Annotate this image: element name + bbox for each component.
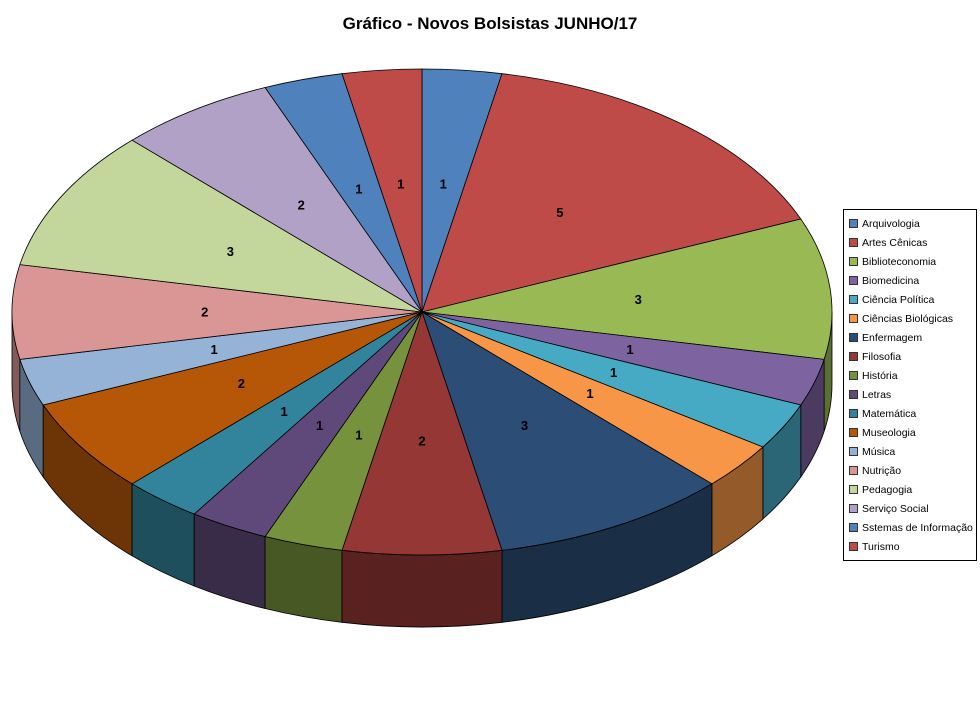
slice-label: 2 <box>238 376 245 391</box>
legend-swatch-icon <box>849 257 858 266</box>
slice-label: 1 <box>586 386 593 401</box>
legend-item: Enfermagem <box>849 328 974 347</box>
legend-label: História <box>862 369 898 382</box>
legend-swatch-icon <box>849 428 858 437</box>
slice-label: 5 <box>556 205 563 220</box>
legend-label: Biblioteconomia <box>862 255 937 268</box>
legend-swatch-icon <box>849 276 858 285</box>
legend-item: Letras <box>849 385 974 404</box>
slice-label: 1 <box>355 428 362 443</box>
legend-item: Biblioteconomia <box>849 252 974 271</box>
legend-label: Turismo <box>862 540 900 553</box>
legend-item: Sstemas de Informação <box>849 518 974 537</box>
legend-swatch-icon <box>849 447 858 456</box>
legend-swatch-icon <box>849 238 858 247</box>
legend-swatch-icon <box>849 409 858 418</box>
legend-item: Música <box>849 442 974 461</box>
legend-label: Pedagogia <box>862 483 913 496</box>
pie-slice-side <box>341 549 503 628</box>
legend-item: Nutrição <box>849 461 974 480</box>
slice-label: 1 <box>281 404 288 419</box>
legend-item: Pedagogia <box>849 480 974 499</box>
legend-item: Ciências Biológicas <box>849 309 974 328</box>
legend-item: Turismo <box>849 537 974 556</box>
legend-swatch-icon <box>849 314 858 323</box>
legend-label: Museologia <box>862 426 916 439</box>
legend-swatch-icon <box>849 295 858 304</box>
legend-label: Biomedicina <box>862 274 920 287</box>
pie-slice <box>131 87 423 313</box>
legend-item: Filosofia <box>849 347 974 366</box>
legend-item: Matemática <box>849 404 974 423</box>
slice-label: 2 <box>418 433 425 448</box>
slice-label: 1 <box>355 181 362 196</box>
legend-swatch-icon <box>849 371 858 380</box>
legend-label: Artes Cênicas <box>862 236 928 249</box>
slice-label: 1 <box>610 365 617 380</box>
legend-label: Ciências Biológicas <box>862 312 954 325</box>
slice-label: 1 <box>316 418 323 433</box>
legend-swatch-icon <box>849 542 858 551</box>
legend-label: Enfermagem <box>862 331 923 344</box>
legend-item: Museologia <box>849 423 974 442</box>
legend-label: Letras <box>862 388 892 401</box>
legend-swatch-icon <box>849 504 858 513</box>
pie-slice <box>341 310 503 556</box>
legend-swatch-icon <box>849 466 858 475</box>
legend-label: Arquivologia <box>862 217 920 230</box>
pie-slice <box>421 218 833 360</box>
legend-item: História <box>849 366 974 385</box>
slice-label: 1 <box>397 176 404 191</box>
slice-label: 1 <box>440 176 447 191</box>
legend-item: Artes Cênicas <box>849 233 974 252</box>
slice-label: 3 <box>521 418 528 433</box>
legend-item: Ciência Política <box>849 290 974 309</box>
pie-slice <box>42 311 423 485</box>
legend-swatch-icon <box>849 219 858 228</box>
legend-item: Serviço Social <box>849 499 974 518</box>
legend-swatch-icon <box>849 485 858 494</box>
legend-label: Música <box>862 445 896 458</box>
slice-label: 1 <box>210 342 217 357</box>
legend-swatch-icon <box>849 523 858 532</box>
pie-slice <box>341 68 423 313</box>
legend-label: Nutrição <box>862 464 902 477</box>
legend-label: Ciência Política <box>862 293 935 306</box>
slice-label: 3 <box>227 244 234 259</box>
legend-label: Matemática <box>862 407 917 420</box>
legend-label: Sstemas de Informação <box>862 521 973 534</box>
pie-slice-side <box>264 535 343 623</box>
slice-label: 1 <box>626 342 633 357</box>
legend-label: Filosofia <box>862 350 902 363</box>
pie-slice <box>421 73 802 313</box>
legend-swatch-icon <box>849 333 858 342</box>
legend-label: Serviço Social <box>862 502 929 515</box>
pie-slice <box>19 139 423 313</box>
legend-item: Arquivologia <box>849 214 974 233</box>
pie-slice <box>421 311 713 551</box>
legend-swatch-icon <box>849 390 858 399</box>
legend-item: Biomedicina <box>849 271 974 290</box>
slice-label: 2 <box>201 305 208 320</box>
legend-swatch-icon <box>849 352 858 361</box>
legend: Arquivologia Artes Cênicas Biblioteconomia… <box>843 209 977 561</box>
chart-title: Gráfico - Novos Bolsistas JUNHO/17 <box>342 14 638 33</box>
slice-label: 3 <box>635 292 642 307</box>
pie-slice <box>11 264 423 360</box>
slice-label: 2 <box>298 197 305 212</box>
